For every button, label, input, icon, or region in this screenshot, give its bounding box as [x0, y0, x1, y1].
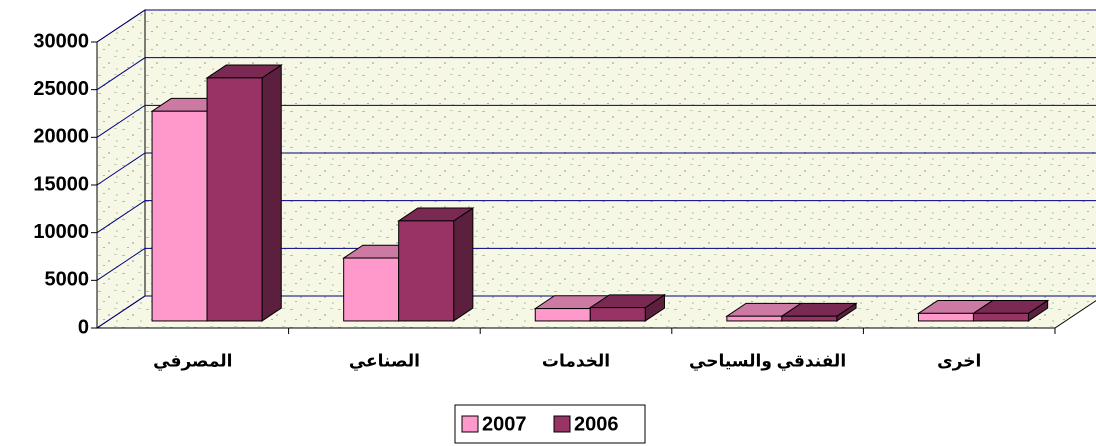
- y-tick-label: 25000: [33, 78, 89, 100]
- bar-front: [534, 308, 591, 322]
- bar-front: [972, 312, 1029, 322]
- bar-front: [206, 77, 263, 322]
- bar: [397, 207, 475, 322]
- y-tick-label: 5000: [45, 269, 90, 291]
- x-tick-label: الصناعي: [349, 351, 420, 371]
- bar-front: [398, 220, 455, 322]
- grid-line: [96, 57, 1096, 91]
- y-tick-label: 15000: [33, 173, 89, 195]
- bar-front: [343, 257, 400, 322]
- y-tick-label: 30000: [33, 30, 89, 52]
- grid-line: [96, 295, 1096, 329]
- bar-front: [781, 315, 838, 322]
- y-tick-label: 0: [78, 316, 89, 338]
- y-tick-label: 20000: [33, 126, 89, 148]
- legend-label: 2006: [574, 413, 619, 435]
- legend-box: [454, 404, 646, 444]
- x-tick-label: اخرى: [937, 351, 981, 371]
- bar-front: [726, 315, 783, 322]
- legend-swatch: [461, 415, 479, 433]
- x-tick-label: المصرفي: [153, 351, 232, 371]
- bar-side: [261, 64, 282, 322]
- bars: [150, 64, 1050, 322]
- bar: [971, 299, 1050, 322]
- grid-line: [96, 9, 1096, 43]
- legend-swatch: [553, 415, 571, 433]
- grid-line: [96, 152, 1096, 186]
- bar-side: [453, 207, 474, 322]
- x-tick-label: الفندقي والسياحي: [689, 351, 846, 371]
- grid-line: [96, 247, 1096, 281]
- y-tick-label: 10000: [33, 221, 89, 243]
- grid: [91, 9, 1096, 334]
- bar: [533, 294, 612, 322]
- bar: [588, 293, 667, 322]
- legend-label: 2007: [482, 413, 527, 435]
- bar: [780, 302, 858, 322]
- bar: [205, 64, 283, 322]
- x-tick-label: الخدمات: [542, 351, 610, 370]
- bar-front: [589, 307, 646, 322]
- grid-line: [96, 104, 1096, 138]
- bar-front: [151, 110, 208, 322]
- bar-front: [917, 312, 974, 322]
- grid-line: [96, 200, 1096, 234]
